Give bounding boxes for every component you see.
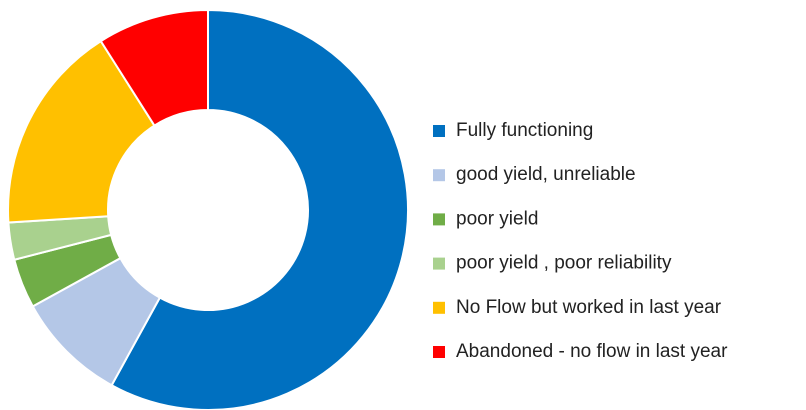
slice [99, 8, 209, 127]
slice [110, 8, 409, 410]
legend-swatch [433, 169, 445, 182]
legend-swatch [433, 301, 445, 314]
legend-swatch [433, 257, 445, 270]
legend-label: poor yield [456, 208, 538, 229]
legend-label: poor yield , poor reliability [456, 253, 672, 274]
slice [7, 39, 156, 224]
donut [7, 8, 409, 410]
legend-label: good yield, unreliable [456, 164, 636, 185]
legend: Fully functioning good yield, unreliable p… [433, 120, 728, 362]
legend-label: Fully functioning [456, 120, 593, 141]
legend-label: Abandoned - no flow in last year [456, 341, 728, 362]
legend-swatch [433, 125, 445, 137]
legend-swatch [433, 346, 445, 358]
legend-label: No Flow but worked in last year [456, 297, 722, 318]
legend-swatch [433, 213, 445, 226]
